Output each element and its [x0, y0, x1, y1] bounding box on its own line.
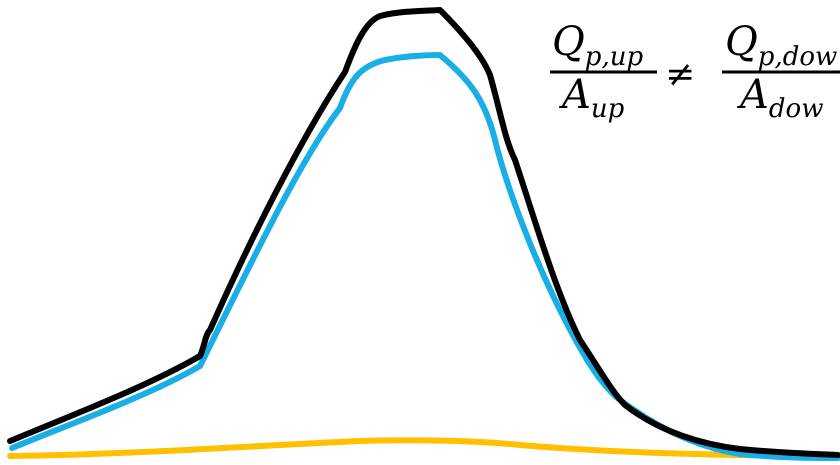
- upstream-hydrograph-curve: [9, 52, 840, 461]
- baseflow-curve: [7, 437, 840, 459]
- left-denominator-base: A: [558, 72, 591, 118]
- right-denominator-base: A: [736, 72, 769, 118]
- left-numerator-subscript: p,up: [585, 42, 644, 72]
- total-hydrograph-curve: [7, 7, 840, 458]
- right-denominator-subscript: dow: [769, 94, 824, 124]
- right-numerator: Qp,dow: [725, 19, 837, 72]
- right-numerator-subscript: p,dow: [758, 42, 837, 72]
- flow-ratio-equation: Qp,up Aup ≠ Qp,dow Adow: [550, 19, 840, 124]
- right-numerator-base: Q: [725, 19, 758, 65]
- left-denominator-subscript: up: [591, 94, 625, 124]
- left-numerator-base: Q: [552, 19, 585, 65]
- not-equal-operator: ≠: [665, 54, 695, 95]
- left-numerator: Qp,up: [552, 19, 643, 72]
- right-denominator: Adow: [736, 72, 823, 124]
- left-denominator: Aup: [558, 72, 625, 124]
